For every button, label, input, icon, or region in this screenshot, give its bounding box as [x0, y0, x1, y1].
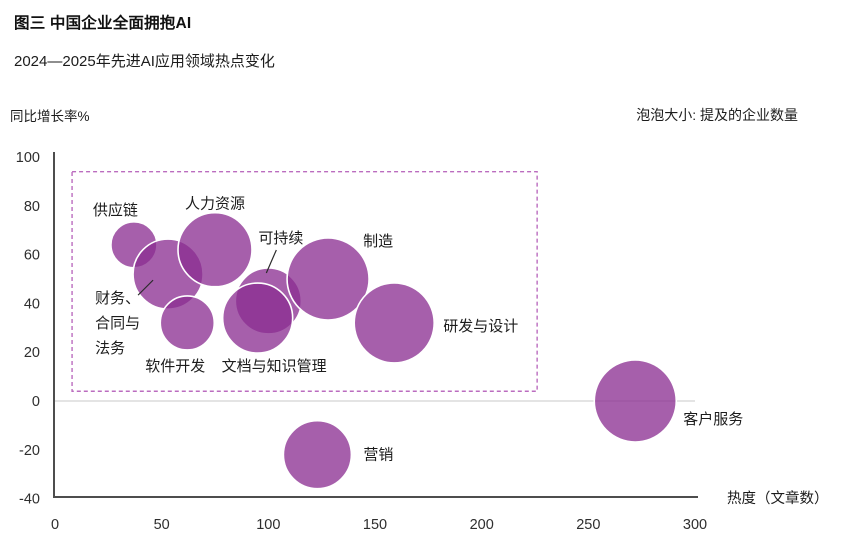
leader-line-sustainability: [265, 249, 277, 274]
bubble-label-software-development: 软件开发: [145, 358, 205, 375]
bubble-marketing: [282, 419, 353, 490]
y-tick-label: 0: [32, 394, 40, 410]
bubble-human-resources: [177, 211, 253, 288]
highlight-box: [71, 170, 538, 392]
bubble-label-finance-contract-legal: 法务: [95, 340, 125, 357]
y-tick-label: -20: [19, 443, 40, 459]
y-tick-label: 20: [24, 345, 40, 361]
x-tick-label: 300: [683, 517, 707, 533]
bubble-label-supply-chain: 供应链: [93, 201, 138, 219]
y-axis-title: 同比增长率%: [10, 109, 90, 124]
bubble-customer-service: [593, 359, 678, 443]
x-tick-label: 150: [363, 517, 387, 533]
leader-line-finance-contract-legal: [137, 279, 154, 296]
bubble-label-finance-contract-legal: 财务、: [95, 290, 140, 307]
figure-subtitle: 2024—2025年先进AI应用领域热点变化: [14, 53, 275, 70]
bubble-label-human-resources: 人力资源: [185, 196, 245, 213]
bubble-rd-and-design: [353, 282, 436, 364]
bubble-manufacturing: [286, 237, 370, 321]
bubble-label-manufacturing: 制造: [363, 233, 393, 250]
bubble-label-customer-service: 客户服务: [683, 411, 743, 428]
bubble-software-development: [159, 295, 216, 351]
bubble-size-legend: 泡泡大小: 提及的企业数量: [636, 107, 798, 123]
bubble-label-rd-and-design: 研发与设计: [443, 318, 518, 335]
y-tick-label: -40: [19, 492, 40, 508]
x-tick-label: 0: [51, 517, 59, 533]
y-tick-label: 80: [24, 199, 40, 215]
x-tick-label: 250: [576, 517, 600, 533]
y-tick-label: 60: [24, 248, 40, 264]
x-tick-label: 50: [154, 517, 170, 533]
bubble-label-sustainability: 可持续: [258, 230, 303, 247]
x-axis-title: 热度（文章数）: [727, 489, 829, 507]
y-tick-label: 100: [16, 150, 40, 166]
y-tick-label: 40: [24, 296, 40, 312]
bubble-label-finance-contract-legal: 合同与: [95, 315, 140, 332]
x-tick-label: 100: [256, 517, 280, 533]
bubble-docs-knowledge-mgmt: [221, 282, 294, 354]
x-tick-label: 200: [470, 517, 494, 533]
bubble-label-marketing: 营销: [363, 447, 393, 464]
bubble-label-docs-knowledge-mgmt: 文档与知识管理: [222, 358, 327, 375]
figure-title: 图三 中国企业全面拥抱AI: [14, 15, 192, 32]
